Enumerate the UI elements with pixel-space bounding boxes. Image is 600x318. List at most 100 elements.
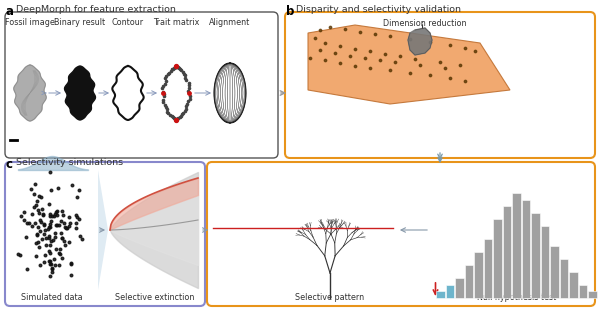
Point <box>31 221 40 226</box>
Point <box>157 86 167 91</box>
Bar <box>578 285 587 298</box>
Point <box>28 212 37 217</box>
Point <box>43 226 52 231</box>
Bar <box>588 291 597 298</box>
Point <box>171 117 181 122</box>
Point <box>74 216 83 221</box>
Text: Binary result: Binary result <box>55 18 106 27</box>
Point <box>44 233 54 238</box>
Point <box>445 75 455 80</box>
Text: Trait matrix: Trait matrix <box>153 18 199 27</box>
Bar <box>484 239 492 298</box>
Point <box>19 218 29 223</box>
Point <box>160 81 169 86</box>
Point <box>45 211 55 217</box>
Point <box>170 65 180 70</box>
Point <box>36 195 46 200</box>
Point <box>335 60 345 66</box>
Polygon shape <box>408 28 432 55</box>
Bar <box>464 265 473 298</box>
Point <box>47 270 56 275</box>
Point <box>50 231 60 236</box>
Point <box>62 226 72 231</box>
Bar <box>503 206 511 298</box>
Point <box>38 212 47 217</box>
Bar <box>436 291 445 298</box>
Bar <box>569 272 578 298</box>
Point <box>163 72 173 77</box>
Point <box>61 226 71 231</box>
Point <box>174 66 184 71</box>
Point <box>67 182 77 187</box>
Point <box>166 68 176 73</box>
Text: Selective extinction: Selective extinction <box>115 293 194 302</box>
Point <box>176 114 185 119</box>
Point <box>455 62 465 67</box>
Point <box>158 89 167 94</box>
Point <box>39 259 49 265</box>
Text: Alignment: Alignment <box>209 18 251 27</box>
Point <box>47 214 57 219</box>
Point <box>177 112 187 117</box>
Point <box>37 206 47 211</box>
Point <box>31 253 41 259</box>
Point <box>13 252 23 257</box>
Point <box>410 57 420 62</box>
Point <box>52 212 62 217</box>
Point <box>470 48 480 53</box>
Point <box>22 221 32 226</box>
Point <box>355 30 365 35</box>
Point <box>45 214 55 219</box>
Point <box>172 116 181 121</box>
Point <box>39 223 49 228</box>
Point <box>74 187 84 192</box>
Point <box>32 232 42 237</box>
Point <box>66 273 76 278</box>
Point <box>171 64 181 69</box>
Point <box>33 225 43 230</box>
Point <box>71 212 80 217</box>
Point <box>350 64 360 69</box>
Point <box>169 116 179 121</box>
Point <box>160 102 170 107</box>
Point <box>45 170 55 175</box>
Point <box>175 114 185 120</box>
Point <box>22 267 32 272</box>
Point <box>415 62 425 67</box>
Point <box>47 266 56 272</box>
Point <box>51 246 61 251</box>
Point <box>36 219 46 224</box>
Point <box>171 65 181 70</box>
Point <box>32 232 42 237</box>
Point <box>405 71 415 76</box>
Point <box>46 225 55 230</box>
Text: Contour: Contour <box>112 18 144 27</box>
Point <box>340 26 350 31</box>
Point <box>49 238 58 243</box>
Text: Simulated data: Simulated data <box>21 293 83 302</box>
Point <box>158 90 168 95</box>
Point <box>41 252 50 257</box>
Point <box>29 205 39 210</box>
Point <box>61 225 70 230</box>
Point <box>56 230 66 235</box>
Point <box>46 219 55 224</box>
Point <box>52 210 61 215</box>
Point <box>171 65 181 70</box>
Point <box>49 213 59 218</box>
Point <box>162 107 172 112</box>
Point <box>169 65 179 70</box>
Point <box>16 252 25 258</box>
Point <box>39 232 49 237</box>
Point <box>57 209 67 214</box>
Point <box>365 66 375 71</box>
Bar <box>550 245 559 298</box>
Point <box>315 47 325 52</box>
Point <box>370 31 380 37</box>
Point <box>46 251 55 256</box>
Point <box>35 262 45 267</box>
Text: Dimension reduction: Dimension reduction <box>383 19 467 28</box>
Point <box>184 91 193 96</box>
Point <box>59 220 69 225</box>
Point <box>34 244 43 249</box>
